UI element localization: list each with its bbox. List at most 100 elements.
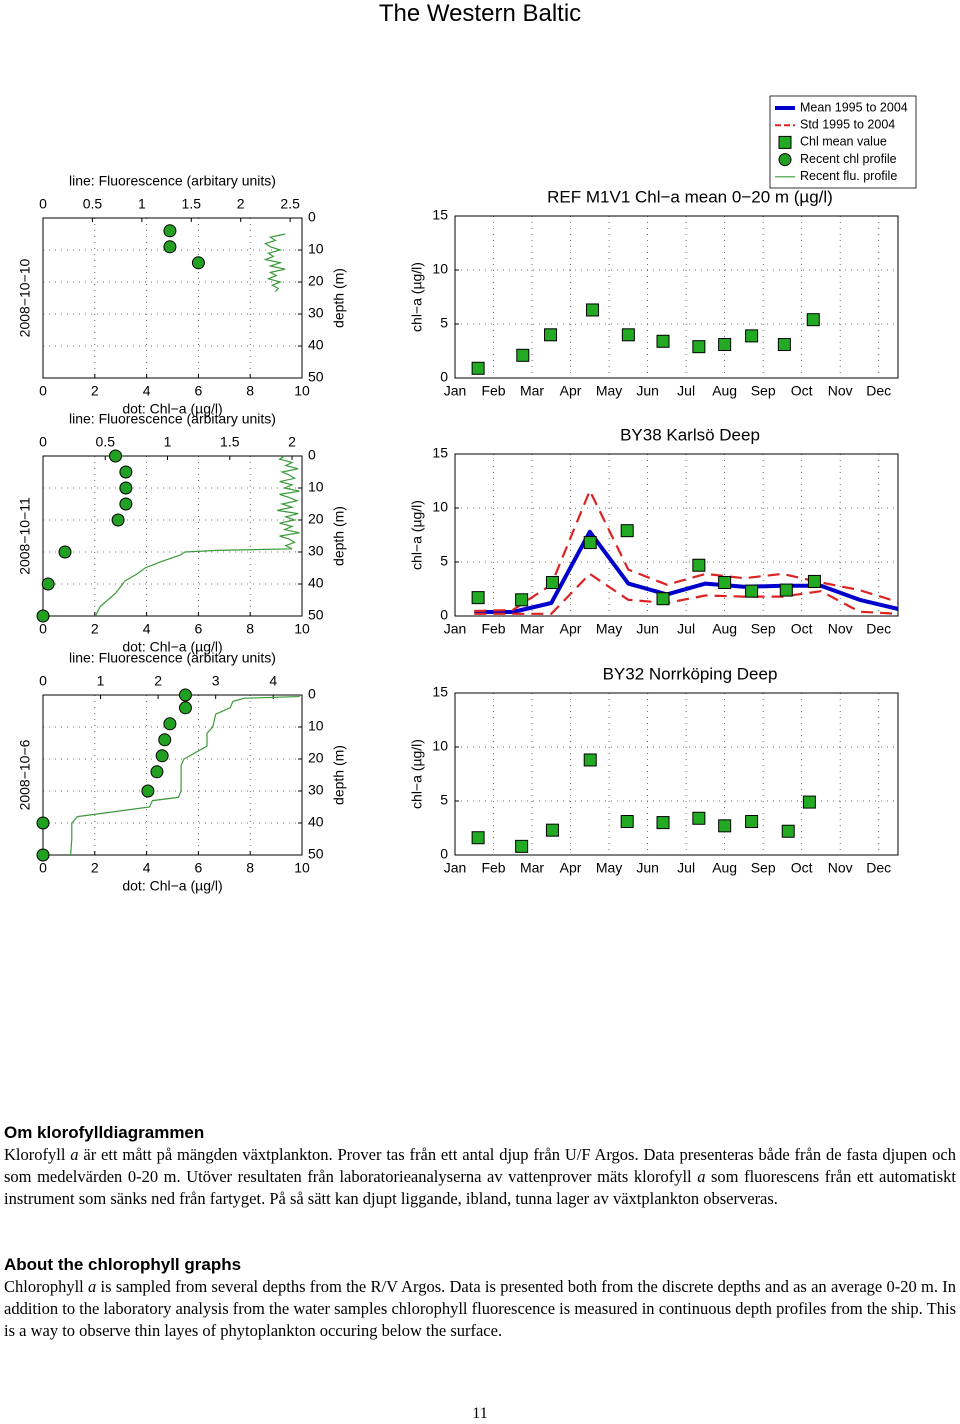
x-tick-label: 2 <box>91 860 99 876</box>
y-tick-label: 30 <box>308 305 324 321</box>
x-tick-label: 8 <box>246 383 254 399</box>
legend-label: Std 1995 to 2004 <box>800 117 895 131</box>
x-axis-label: dot: Chl−a (µg/l) <box>122 401 222 417</box>
x-tick-label: Apr <box>560 860 582 876</box>
y-tick-label: 5 <box>440 553 448 569</box>
chl-square <box>745 815 759 829</box>
x-tick-label: Jan <box>444 383 467 399</box>
plot-box <box>42 455 303 617</box>
x-tick-label: Jun <box>636 860 659 876</box>
x-axis-label: dot: Chl−a (µg/l) <box>122 878 222 894</box>
english-section: About the chlorophyll graphs Chlorophyll… <box>4 1254 956 1342</box>
chl-square <box>583 753 597 767</box>
plot-box <box>454 453 899 617</box>
y-tick-label: 50 <box>308 607 324 623</box>
row-label: 2008−10−11 <box>17 497 33 575</box>
y-tick-label: 20 <box>308 511 324 527</box>
y-axis-label: depth (m) <box>331 268 347 328</box>
x-tick-label: Oct <box>791 383 813 399</box>
x-tick-label: 2 <box>91 383 99 399</box>
legend-label: Recent chl profile <box>800 152 897 166</box>
std-line <box>474 572 899 615</box>
y-tick-label: 15 <box>432 207 448 223</box>
chl-square <box>718 819 732 833</box>
y-tick-label: 0 <box>440 846 448 862</box>
y-axis-label: chl−a (µg/l) <box>409 739 425 809</box>
y-tick-label: 0 <box>308 686 316 702</box>
x-tick-label: Apr <box>560 383 582 399</box>
chl-dot <box>163 240 177 254</box>
x-tick-label: 10 <box>294 860 310 876</box>
x-tick-label: Mar <box>520 383 544 399</box>
chl-square <box>718 576 732 590</box>
y-tick-label: 5 <box>440 315 448 331</box>
chl-square <box>621 328 635 342</box>
x2-tick-label: 0 <box>39 673 47 689</box>
y-tick-label: 0 <box>440 369 448 385</box>
x-tick-label: Aug <box>712 860 737 876</box>
legend-label: Recent flu. profile <box>800 169 897 183</box>
plot-box <box>42 217 303 379</box>
chl-dot <box>119 497 133 511</box>
x2-axis-label: line: Fluorescence (arbitary units) <box>69 411 276 427</box>
chl-dot <box>36 609 50 623</box>
chl-square <box>620 815 634 829</box>
x-tick-label: Feb <box>481 621 505 637</box>
chart-title: BY38 Karlsö Deep <box>620 425 760 444</box>
x-tick-label: 4 <box>143 383 151 399</box>
x-tick-label: Jun <box>636 383 659 399</box>
text: som fluorescens från ett automatiskt ins… <box>4 1167 956 1208</box>
y-tick-label: 30 <box>308 782 324 798</box>
chl-square <box>692 558 706 572</box>
x2-tick-label: 1.5 <box>220 434 240 450</box>
page-number: 11 <box>472 1405 488 1422</box>
x2-tick-label: 1 <box>138 196 146 212</box>
y-tick-label: 50 <box>308 846 324 862</box>
x2-tick-label: 0.5 <box>83 196 103 212</box>
x-tick-label: Dec <box>866 383 891 399</box>
chl-square <box>806 313 820 327</box>
plot-box <box>42 694 303 856</box>
chl-dot <box>109 449 123 463</box>
chl-square <box>586 303 600 317</box>
chl-dot <box>58 545 72 559</box>
section-paragraph: Klorofyll a är ett mått på mängden växtp… <box>4 1144 956 1210</box>
y-tick-label: 50 <box>308 369 324 385</box>
x-tick-label: Mar <box>520 621 544 637</box>
x-tick-label: Oct <box>791 860 813 876</box>
chart-title: REF M1V1 Chl−a mean 0−20 m (µg/l) <box>547 187 833 206</box>
chl-square <box>807 574 821 588</box>
x-tick-label: 8 <box>246 621 254 637</box>
x2-tick-label: 0 <box>39 434 47 450</box>
chl-dot <box>36 816 50 830</box>
x-tick-label: May <box>596 621 622 637</box>
chl-square <box>656 816 670 830</box>
chl-square <box>656 592 670 606</box>
x2-tick-label: 2 <box>288 434 296 450</box>
text: is sampled from several depths from the … <box>4 1277 956 1340</box>
x-tick-label: Jan <box>444 621 467 637</box>
chl-dot <box>141 784 155 798</box>
chl-square <box>471 831 485 845</box>
y-tick-label: 10 <box>432 499 448 515</box>
text: Chlorophyll <box>4 1277 89 1296</box>
x-tick-label: Mar <box>520 860 544 876</box>
chl-square <box>544 328 558 342</box>
x-tick-label: Jan <box>444 860 467 876</box>
row-label: 2008−10−10 <box>17 258 33 337</box>
x-tick-label: May <box>596 383 622 399</box>
chl-square <box>781 824 795 838</box>
x2-tick-label: 1 <box>164 434 172 450</box>
std-line <box>474 489 899 613</box>
chl-square <box>471 361 485 375</box>
x-tick-label: Jul <box>677 621 695 637</box>
x-tick-label: Feb <box>481 383 505 399</box>
y-tick-label: 15 <box>432 684 448 700</box>
x2-axis-label: line: Fluorescence (arbitary units) <box>69 173 276 189</box>
text: Klorofyll <box>4 1145 71 1164</box>
chl-dot <box>178 688 192 702</box>
x-tick-label: 10 <box>294 383 310 399</box>
row-label: 2008−10−6 <box>17 739 33 810</box>
x-tick-label: 0 <box>39 860 47 876</box>
text: a <box>70 1145 79 1164</box>
